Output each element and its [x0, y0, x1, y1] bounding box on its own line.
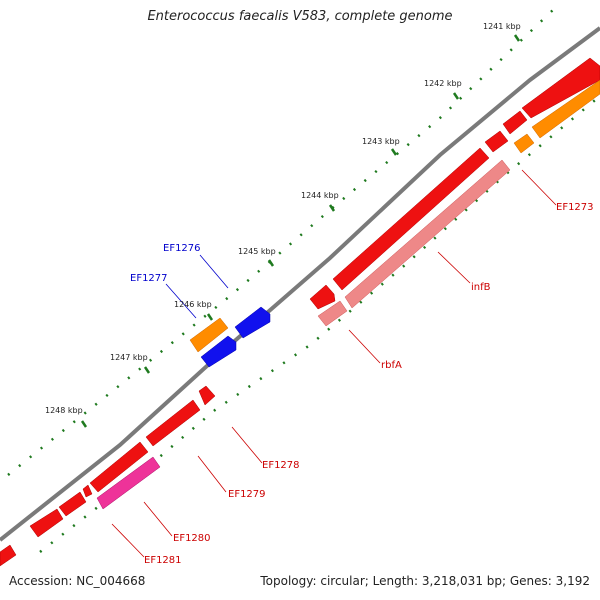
major-tick	[328, 204, 336, 212]
gene-label-infB[interactable]: infB	[471, 282, 491, 293]
gene-arrow[interactable]	[317, 300, 348, 327]
genome-backbone	[0, 26, 600, 542]
major-tick	[513, 34, 521, 42]
scale-label: 1244 kbp	[301, 191, 339, 200]
scale-label: 1242 kbp	[424, 79, 462, 88]
gene-EF1279[interactable]	[89, 441, 149, 493]
scale-label: 1243 kbp	[362, 137, 400, 146]
major-tick	[80, 420, 88, 428]
gene-rbfA[interactable]	[344, 159, 511, 309]
gene-arrow[interactable]	[58, 491, 87, 517]
scale-label: 1241 kbp	[483, 22, 521, 31]
scale-label: 1248 kbp	[45, 406, 83, 415]
gene-infB[interactable]	[332, 147, 490, 291]
gene-arrow[interactable]	[309, 284, 336, 310]
gene-label-EF1273[interactable]: EF1273	[556, 202, 594, 213]
gene-label-EF1278[interactable]: EF1278	[262, 460, 300, 471]
gene-label-EF1280[interactable]: EF1280	[173, 533, 211, 544]
scale-label: 1246 kbp	[174, 300, 212, 309]
scale-label: 1247 kbp	[110, 353, 148, 362]
gene-arrow[interactable]	[484, 130, 509, 153]
gene-label-EF1281[interactable]: EF1281	[144, 555, 182, 566]
gene-EF1276[interactable]	[234, 306, 271, 339]
gene-arrow[interactable]	[0, 544, 17, 567]
gene-arrow[interactable]	[200, 335, 237, 368]
gene-label-rbfA[interactable]: rbfA	[381, 360, 402, 371]
leader-lines	[111, 169, 557, 558]
map-title: Enterococcus faecalis V583, complete gen…	[147, 9, 453, 24]
gene-EF1273[interactable]	[531, 79, 600, 139]
scale-track	[7, 7, 556, 476]
gene-EF1280[interactable]	[96, 456, 161, 510]
gene-arrow[interactable]	[29, 508, 64, 538]
gene-EF1277[interactable]	[189, 317, 229, 353]
gene-arrow[interactable]	[521, 57, 600, 119]
major-tick	[452, 92, 460, 100]
gene-arrow[interactable]	[513, 133, 535, 154]
gene-label-EF1277[interactable]: EF1277	[130, 273, 168, 284]
major-tick	[206, 313, 214, 321]
major-tick	[390, 148, 398, 156]
accession-label: Accession: NC_004668	[9, 574, 146, 588]
gene-label-EF1276[interactable]: EF1276	[163, 243, 201, 254]
gene-EF1278[interactable]	[198, 385, 216, 406]
gene-label-EF1279[interactable]: EF1279	[228, 489, 266, 500]
topology-summary: Topology: circular; Length: 3,218,031 bp…	[260, 574, 590, 588]
gene-EF1278b[interactable]	[145, 399, 201, 447]
major-tick	[143, 366, 151, 374]
major-ticks	[80, 34, 521, 428]
gene-arrow[interactable]	[502, 110, 528, 135]
scale-label: 1245 kbp	[238, 247, 276, 256]
major-tick	[267, 259, 275, 267]
gene-arrow[interactable]	[82, 484, 93, 498]
